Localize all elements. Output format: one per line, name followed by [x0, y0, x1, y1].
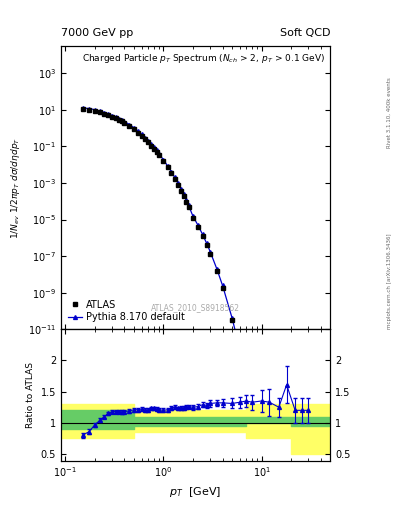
- ATLAS: [186, 204, 191, 210]
- Pythia 8.170 default: [200, 231, 205, 238]
- ATLAS: [250, 409, 254, 415]
- Pythia 8.170 default: [146, 138, 151, 144]
- Pythia 8.170 default: [220, 282, 225, 288]
- ATLAS: [208, 251, 213, 257]
- Text: Rivet 3.1.10, 400k events: Rivet 3.1.10, 400k events: [387, 77, 392, 148]
- ATLAS: [152, 146, 156, 152]
- ATLAS: [220, 285, 225, 291]
- Pythia 8.170 default: [140, 131, 144, 137]
- X-axis label: $p_T$  [GeV]: $p_T$ [GeV]: [169, 485, 222, 499]
- Pythia 8.170 default: [127, 121, 132, 127]
- Pythia 8.170 default: [80, 105, 85, 111]
- Pythia 8.170 default: [204, 240, 209, 246]
- ATLAS: [215, 268, 219, 274]
- ATLAS: [106, 112, 111, 118]
- ATLAS: [165, 164, 170, 170]
- Pythia 8.170 default: [106, 111, 111, 117]
- Pythia 8.170 default: [178, 186, 183, 192]
- ATLAS: [97, 109, 102, 115]
- Pythia 8.170 default: [191, 213, 195, 219]
- ATLAS: [93, 108, 97, 114]
- Pythia 8.170 default: [110, 113, 114, 119]
- ATLAS: [80, 106, 85, 113]
- ATLAS: [146, 139, 151, 145]
- Pythia 8.170 default: [113, 114, 118, 120]
- Y-axis label: Ratio to ATLAS: Ratio to ATLAS: [26, 362, 35, 428]
- Pythia 8.170 default: [102, 110, 107, 116]
- Pythia 8.170 default: [175, 180, 180, 186]
- Pythia 8.170 default: [186, 202, 191, 208]
- Pythia 8.170 default: [87, 105, 92, 112]
- Pythia 8.170 default: [136, 128, 140, 134]
- ATLAS: [191, 215, 195, 221]
- Pythia 8.170 default: [149, 141, 154, 147]
- ATLAS: [161, 158, 166, 164]
- ATLAS: [102, 111, 107, 117]
- Pythia 8.170 default: [93, 106, 97, 113]
- Pythia 8.170 default: [119, 117, 124, 123]
- Pythia 8.170 default: [172, 174, 177, 180]
- Pythia 8.170 default: [196, 222, 200, 228]
- Pythia 8.170 default: [169, 168, 174, 175]
- Pythia 8.170 default: [154, 147, 159, 154]
- ATLAS: [200, 233, 205, 240]
- Pythia 8.170 default: [215, 266, 219, 272]
- ATLAS: [149, 142, 154, 148]
- ATLAS: [196, 224, 200, 230]
- ATLAS: [175, 182, 180, 188]
- ATLAS: [113, 115, 118, 121]
- ATLAS: [136, 130, 140, 136]
- Pythia 8.170 default: [97, 108, 102, 114]
- Pythia 8.170 default: [116, 115, 121, 121]
- ATLAS: [127, 123, 132, 129]
- Pythia 8.170 default: [244, 377, 249, 383]
- Pythia 8.170 default: [230, 315, 234, 321]
- ATLAS: [230, 317, 234, 323]
- ATLAS: [143, 136, 147, 142]
- Pythia 8.170 default: [259, 465, 264, 471]
- ATLAS: [204, 242, 209, 248]
- Y-axis label: $1/N_{ev}\ 1/2\pi p_T\ d\sigma/d\eta dp_T$: $1/N_{ev}\ 1/2\pi p_T\ d\sigma/d\eta dp_…: [9, 137, 22, 239]
- Text: ATLAS_2010_S8918562: ATLAS_2010_S8918562: [151, 303, 240, 312]
- ATLAS: [132, 126, 136, 133]
- ATLAS: [119, 118, 124, 124]
- Line: ATLAS: ATLAS: [80, 107, 319, 512]
- ATLAS: [178, 187, 183, 194]
- ATLAS: [157, 152, 162, 158]
- ATLAS: [154, 149, 159, 155]
- Pythia 8.170 default: [181, 191, 186, 198]
- Pythia 8.170 default: [132, 125, 136, 131]
- ATLAS: [244, 379, 249, 385]
- ATLAS: [140, 133, 144, 139]
- Text: Charged Particle $p_T$ Spectrum ($N_{ch}$ > 2, $p_T$ > 0.1 GeV): Charged Particle $p_T$ Spectrum ($N_{ch}…: [83, 52, 325, 65]
- Pythia 8.170 default: [250, 407, 254, 413]
- Pythia 8.170 default: [157, 151, 162, 157]
- Text: Soft QCD: Soft QCD: [280, 28, 330, 38]
- Pythia 8.170 default: [122, 118, 127, 124]
- ATLAS: [116, 117, 121, 123]
- Pythia 8.170 default: [184, 197, 189, 203]
- Pythia 8.170 default: [152, 144, 156, 150]
- Text: mcplots.cern.ch [arXiv:1306.3436]: mcplots.cern.ch [arXiv:1306.3436]: [387, 234, 392, 329]
- Pythia 8.170 default: [143, 135, 147, 141]
- ATLAS: [181, 193, 186, 199]
- ATLAS: [259, 467, 264, 473]
- ATLAS: [172, 176, 177, 182]
- Pythia 8.170 default: [165, 163, 170, 169]
- Pythia 8.170 default: [237, 346, 242, 352]
- Legend: ATLAS, Pythia 8.170 default: ATLAS, Pythia 8.170 default: [66, 297, 187, 325]
- Line: Pythia 8.170 default: Pythia 8.170 default: [81, 106, 318, 512]
- ATLAS: [122, 120, 127, 126]
- ATLAS: [110, 114, 114, 120]
- Pythia 8.170 default: [161, 157, 166, 163]
- ATLAS: [184, 199, 189, 205]
- ATLAS: [87, 107, 92, 113]
- Text: 7000 GeV pp: 7000 GeV pp: [61, 28, 133, 38]
- Pythia 8.170 default: [208, 249, 213, 255]
- ATLAS: [237, 349, 242, 355]
- ATLAS: [169, 170, 174, 176]
